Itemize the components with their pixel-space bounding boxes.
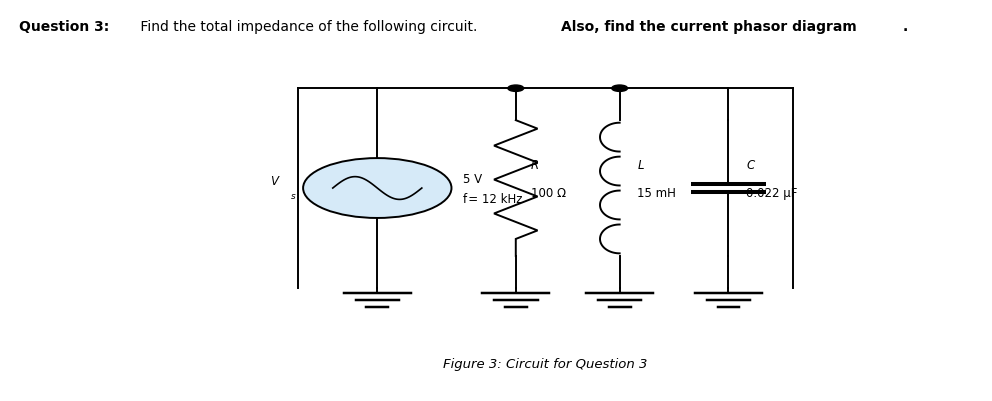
Text: s: s [291,191,296,200]
Text: 100 Ω: 100 Ω [531,186,565,199]
Circle shape [612,86,628,92]
Text: 15 mH: 15 mH [638,186,677,199]
Text: Also, find the current phasor diagram: Also, find the current phasor diagram [561,20,857,34]
Text: Question 3:: Question 3: [19,20,109,34]
Text: 5 V: 5 V [463,172,482,185]
Text: Figure 3: Circuit for Question 3: Figure 3: Circuit for Question 3 [443,357,648,370]
Text: f = 12 kHz: f = 12 kHz [463,192,523,205]
Text: R: R [531,158,539,171]
Text: V: V [271,175,279,188]
Text: 0.022 μF: 0.022 μF [746,186,798,199]
Circle shape [508,86,524,92]
Circle shape [304,159,451,219]
Text: C: C [746,158,755,171]
Text: Find the total impedance of the following circuit.: Find the total impedance of the followin… [136,20,482,34]
Text: L: L [638,158,644,171]
Text: .: . [903,20,908,34]
